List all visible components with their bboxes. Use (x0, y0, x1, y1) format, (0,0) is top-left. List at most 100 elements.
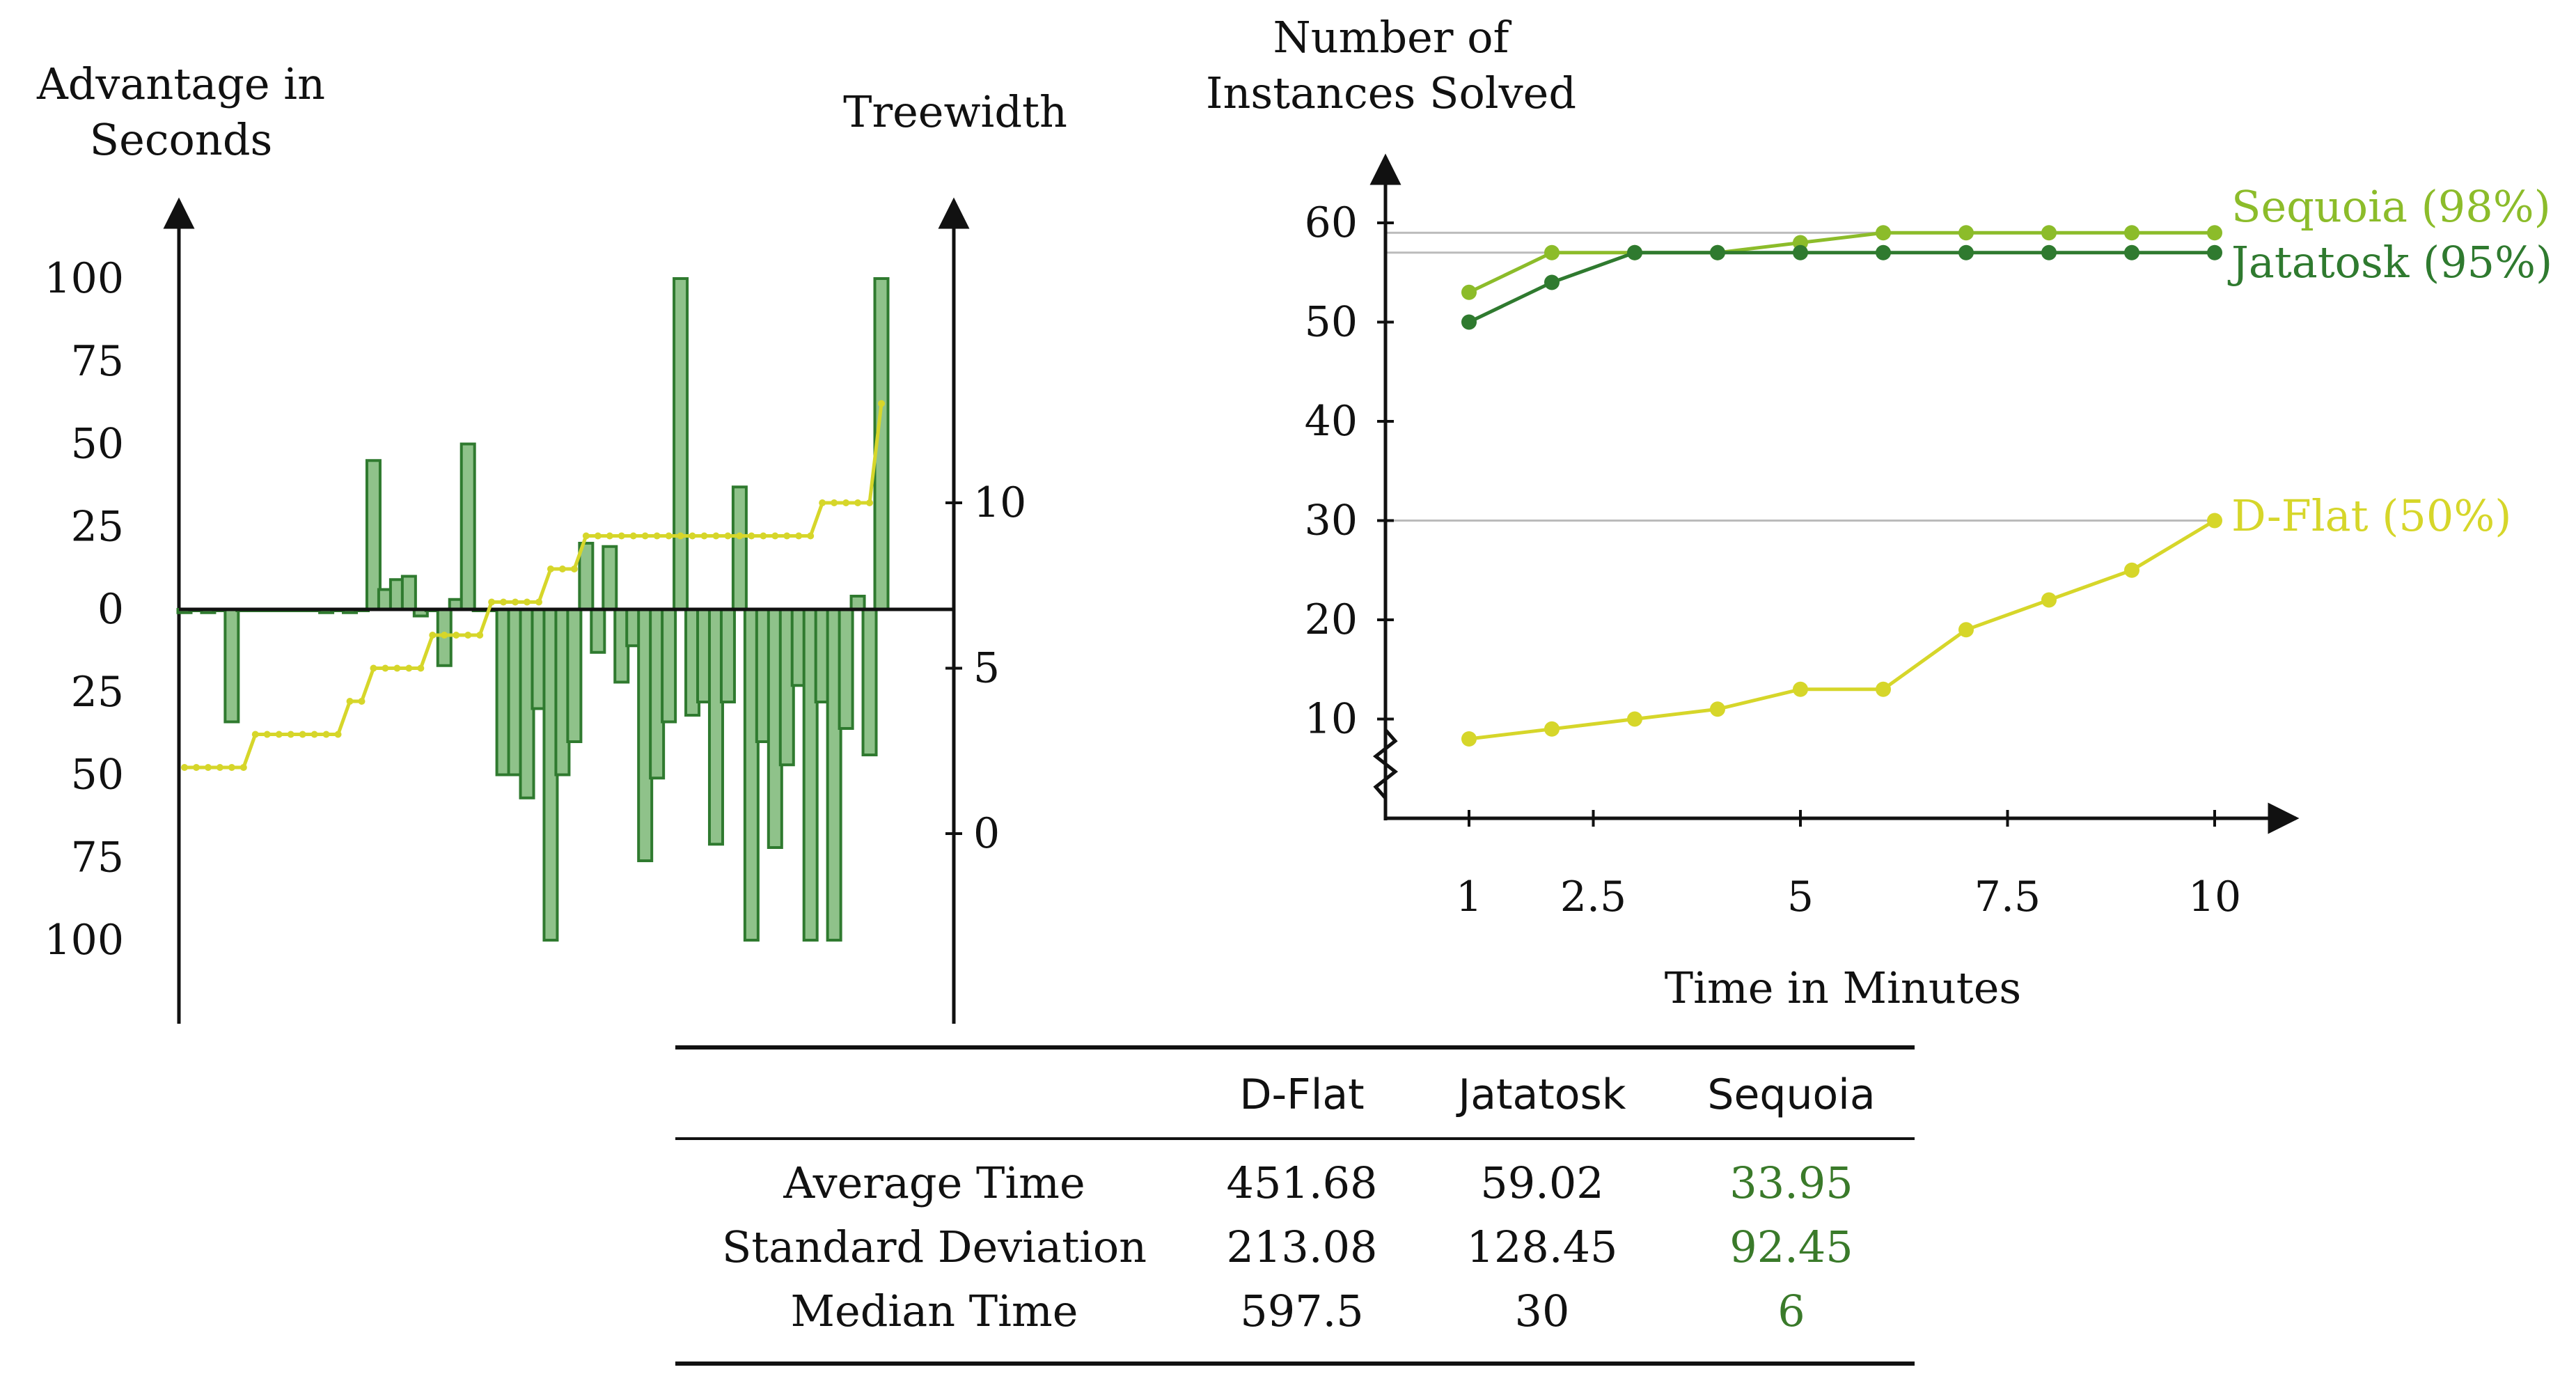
treewidth-point (322, 731, 330, 738)
treewidth-point (724, 532, 732, 540)
treewidth-point (736, 532, 744, 540)
treewidth-point (405, 664, 413, 672)
row-label-median: Median Time (791, 1286, 1078, 1336)
series-point-jatatosk (1544, 274, 1560, 290)
series-point-sequoia (1544, 244, 1560, 260)
left-ytick-label: 100 (44, 254, 124, 303)
legend-sequoia: Sequoia (98%) (2231, 181, 2551, 232)
treewidth-point (358, 698, 366, 705)
treewidth-point (275, 731, 283, 738)
series-point-sequoia (1876, 225, 1891, 241)
series-point-d-flat (1793, 681, 1808, 697)
series-line-jatatosk (1468, 251, 2215, 324)
line-xtick-label: 10 (2188, 873, 2241, 921)
left-ylabel-line1: Advantage in (36, 58, 325, 109)
line-xtick-label: 1 (1456, 873, 1482, 921)
series-point-jatatosk (1876, 244, 1891, 260)
treewidth-point (476, 632, 484, 639)
left-ytick-label: 0 (97, 585, 124, 634)
legend-d-flat: D-Flat (50%) (2231, 490, 2511, 541)
series-line-sequoia (1468, 231, 2215, 295)
treewidth-point (311, 731, 318, 738)
treewidth-tick-label: 10 (973, 478, 1026, 527)
treewidth-point (299, 731, 306, 738)
cell-stddev-jatatosk: 128.45 (1467, 1222, 1618, 1272)
series-point-jatatosk (1710, 244, 1725, 260)
treewidth-point (441, 632, 448, 639)
treewidth-point (535, 598, 542, 606)
treewidth-point (429, 632, 437, 639)
series-point-d-flat (1544, 721, 1560, 737)
col-header-dflat: D-Flat (1239, 1070, 1364, 1119)
treewidth-point (807, 532, 815, 540)
series-point-d-flat (1710, 701, 1725, 717)
series-line-d-flat (1468, 519, 2216, 741)
treewidth-point (417, 664, 425, 672)
line-xtick-label: 5 (1787, 873, 1814, 921)
line-ylabel-line1: Number of (1273, 12, 1512, 63)
treewidth-point (192, 764, 200, 771)
advantage-chart: Advantage in Seconds Treewidth 100755025… (36, 58, 1067, 1024)
treewidth-point (393, 664, 401, 672)
treewidth-point (239, 764, 247, 771)
treewidth-point (287, 731, 294, 738)
treewidth-point (263, 731, 271, 738)
treewidth-point (653, 532, 661, 540)
right-ylabel-treewidth: Treewidth (843, 86, 1067, 137)
treewidth-point (618, 532, 625, 540)
series-point-d-flat (2207, 513, 2222, 529)
series-point-jatatosk (1461, 314, 1477, 330)
line-ytick-label: 50 (1305, 298, 1358, 347)
treewidth-point (665, 532, 673, 540)
treewidth-point (453, 632, 460, 639)
series-point-jatatosk (1958, 244, 1974, 260)
treewidth-point (748, 532, 755, 540)
treewidth-point (524, 598, 531, 606)
legend-jatatosk: Jatatosk (95%) (2227, 237, 2552, 288)
treewidth-point (251, 731, 259, 738)
treewidth-point (464, 632, 472, 639)
axis-break (1372, 724, 1399, 818)
treewidth-point (783, 532, 791, 540)
left-ytick-label: 100 (44, 916, 124, 965)
left-ytick-label: 25 (71, 668, 124, 717)
cell-stddev-sequoia: 92.45 (1729, 1222, 1853, 1272)
left-ytick-label: 75 (71, 337, 124, 386)
treewidth-point (689, 532, 696, 540)
advantage-bar (602, 545, 618, 611)
series-point-jatatosk (2207, 244, 2222, 260)
left-ytick-label: 50 (71, 420, 124, 469)
cell-average-dflat: 451.68 (1227, 1157, 1378, 1208)
line-ytick-label: 30 (1305, 497, 1358, 545)
treewidth-point (204, 764, 212, 771)
advantage-bar (566, 608, 583, 743)
treewidth-point (334, 731, 342, 738)
advantage-bar (849, 595, 866, 611)
treewidth-point (629, 532, 637, 540)
treewidth-point (346, 698, 354, 705)
advantage-bar (731, 485, 748, 611)
cell-average-jatatosk: 59.02 (1480, 1157, 1604, 1208)
treewidth-point (677, 532, 684, 540)
line-ytick-label: 40 (1305, 397, 1358, 446)
series-point-d-flat (2041, 592, 2057, 608)
treewidth-point (606, 532, 613, 540)
treewidth-point (594, 532, 602, 540)
row-label-average: Average Time (783, 1157, 1085, 1208)
treewidth-point (382, 664, 389, 672)
series-point-sequoia (2041, 225, 2057, 241)
treewidth-point (582, 532, 590, 540)
left-ylabel-line2: Seconds (90, 114, 273, 165)
cell-median-dflat: 597.5 (1240, 1286, 1364, 1336)
treewidth-tick-label: 5 (973, 644, 1000, 693)
advantage-bar (661, 608, 677, 724)
series-point-jatatosk (1793, 244, 1808, 260)
col-header-sequoia: Sequoia (1707, 1070, 1875, 1119)
treewidth-point (831, 499, 838, 506)
treewidth-point (216, 764, 223, 771)
series-point-sequoia (2124, 225, 2139, 241)
treewidth-point (700, 532, 708, 540)
treewidth-point (370, 664, 377, 672)
series-point-sequoia (1461, 284, 1477, 300)
